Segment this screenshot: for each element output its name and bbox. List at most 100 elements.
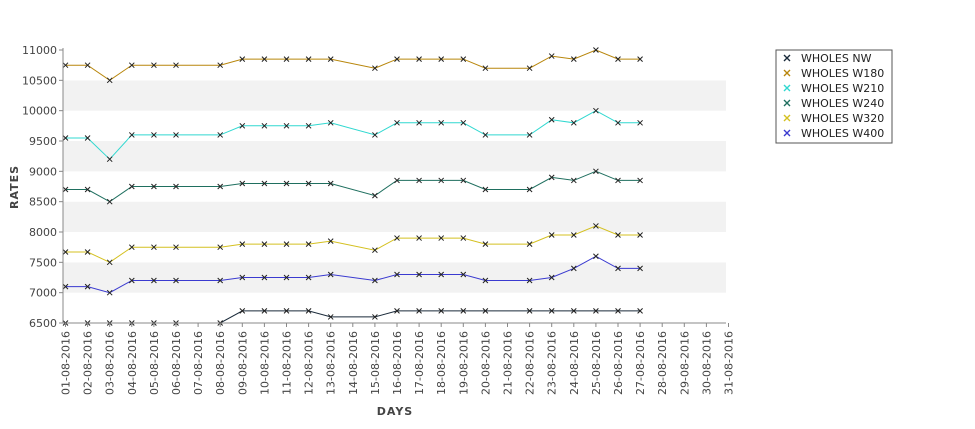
data-point [416, 271, 422, 278]
data-point [283, 274, 290, 281]
x-tick-label: 31-08-2016 [723, 331, 736, 395]
y-tick-label: 7000 [29, 287, 57, 300]
data-point [438, 308, 445, 314]
legend-label: WHOLES W320 [801, 112, 884, 125]
data-point [239, 241, 246, 247]
data-point [615, 56, 621, 62]
data-point [482, 241, 489, 247]
data-point [217, 183, 224, 190]
x-tick-label: 11-08-2016 [281, 331, 294, 395]
x-tick-label: 25-08-2016 [590, 331, 603, 395]
data-point [128, 183, 135, 190]
series-5 [62, 223, 643, 266]
data-point [482, 277, 489, 284]
data-point [261, 122, 268, 129]
data-point [570, 56, 577, 62]
data-point [261, 274, 268, 281]
x-tick-label: 01-08-2016 [60, 331, 73, 395]
y-tick-label: 10500 [22, 74, 57, 87]
data-point [305, 122, 312, 129]
y-tick-label: 9500 [29, 135, 57, 148]
x-tick-label: 05-08-2016 [148, 331, 161, 395]
axes [62, 48, 726, 324]
data-point [62, 135, 69, 141]
data-point [438, 177, 445, 184]
data-point [593, 107, 599, 114]
data-point [482, 308, 489, 314]
data-point [128, 277, 135, 284]
x-tick-label: 29-08-2016 [678, 331, 691, 395]
series-line [65, 170, 641, 203]
data-point [62, 62, 69, 69]
data-point [570, 265, 577, 272]
grid-band [63, 201, 726, 232]
data-point [416, 177, 422, 184]
data-point [593, 168, 599, 175]
data-point [106, 77, 113, 84]
legend-label: WHOLES W240 [801, 97, 884, 110]
data-point [372, 132, 378, 138]
data-point [548, 116, 555, 123]
data-point [460, 119, 467, 126]
y-tick-label: 7500 [29, 256, 57, 269]
data-point [548, 174, 555, 181]
series-3 [62, 107, 643, 163]
data-point [239, 180, 246, 187]
data-point [548, 308, 555, 314]
legend-marker [783, 129, 791, 137]
data-point [460, 56, 467, 62]
x-tick-layer: 01-08-2016 02-08-2016 03-08-2016 04-08-2016… [60, 323, 736, 395]
data-point [615, 265, 621, 272]
data-point [615, 232, 621, 238]
grid-band [63, 262, 726, 293]
x-tick-label: 04-08-2016 [126, 331, 139, 395]
series-4 [62, 168, 643, 205]
data-point [327, 314, 334, 320]
x-tick-label: 17-08-2016 [413, 331, 426, 395]
x-tick-label: 07-08-2016 [192, 331, 205, 395]
data-point [283, 56, 290, 62]
y-tick-label: 6500 [29, 317, 57, 330]
y-tick-label: 11000 [22, 44, 57, 57]
data-point [217, 62, 224, 69]
legend-box [775, 49, 893, 144]
data-point [394, 271, 400, 278]
data-point [106, 289, 113, 296]
data-point [62, 186, 69, 193]
x-tick-label: 18-08-2016 [435, 331, 448, 395]
x-tick-label: 21-08-2016 [502, 331, 515, 395]
data-point [394, 119, 400, 126]
data-point [372, 192, 378, 199]
data-point [151, 183, 157, 190]
data-point [283, 308, 290, 314]
legend-label: WHOLES W210 [801, 82, 884, 95]
data-point [106, 259, 113, 266]
data-point [217, 244, 224, 251]
data-point [217, 132, 224, 138]
data-point [526, 308, 533, 314]
grid-band [63, 110, 726, 141]
data-point [438, 235, 445, 241]
y-tick-label: 10000 [22, 105, 57, 118]
data-point [482, 186, 489, 193]
data-point [173, 132, 179, 138]
legend-marker [783, 69, 791, 77]
data-point [128, 244, 135, 251]
data-point [372, 247, 378, 254]
data-point [593, 253, 599, 260]
y-tick-label: 9000 [29, 165, 57, 178]
x-tick-label: 03-08-2016 [104, 331, 117, 395]
data-point [416, 308, 422, 314]
data-point [593, 223, 599, 229]
x-axis-title: DAYS [377, 405, 413, 418]
y-axis-title: RATES [8, 165, 21, 209]
x-tick-label: 22-08-2016 [524, 331, 537, 395]
grid-band [63, 141, 726, 172]
data-point [327, 56, 334, 62]
legend-marker [783, 114, 791, 122]
data-point [261, 308, 268, 314]
data-point [128, 132, 135, 138]
data-point [239, 56, 246, 62]
data-point [615, 308, 621, 314]
data-point [372, 65, 378, 72]
